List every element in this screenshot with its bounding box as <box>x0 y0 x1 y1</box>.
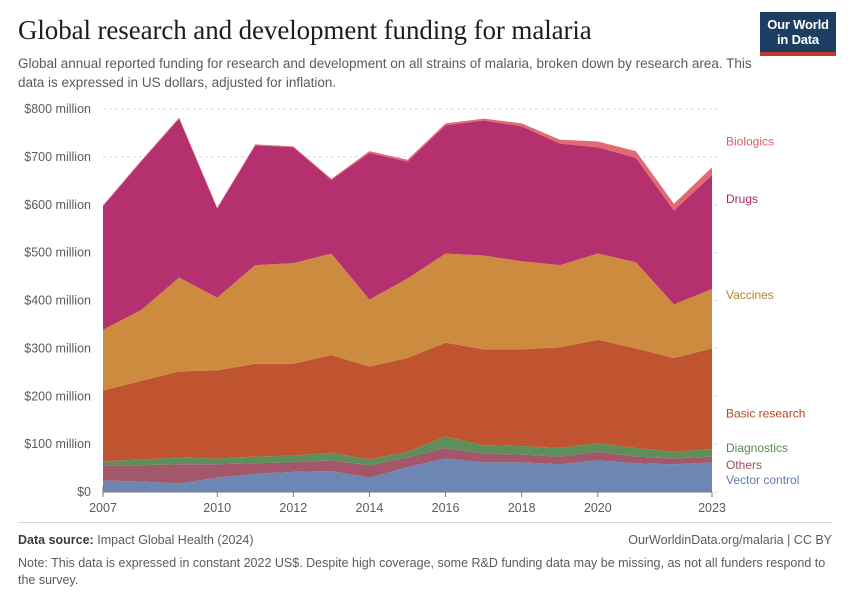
logo-text-box: Our World in Data <box>760 12 836 52</box>
y-axis-tick-labels: $0 $100 million $200 million $300 million $4… <box>24 102 91 499</box>
area-series-vector-control[interactable] <box>103 458 712 492</box>
footer-divider <box>18 522 832 523</box>
data-source: Data source: Impact Global Health (2024) <box>18 532 254 549</box>
x-axis-tick-label: 2016 <box>432 501 460 515</box>
x-axis-tick-label: 2007 <box>89 501 117 515</box>
x-axis-tick-label: 2020 <box>584 501 612 515</box>
stacked-area-chart[interactable]: $0 $100 million $200 million $300 million $4… <box>0 96 850 516</box>
footer-note: Note: This data is expressed in constant… <box>18 555 832 589</box>
data-source-value: Impact Global Health (2024) <box>97 533 254 547</box>
x-axis-tick-labels: 2007 2010 2012 2014 2016 2018 2020 2023 <box>89 501 726 515</box>
y-axis-tick-label: $400 million <box>24 294 91 308</box>
owid-link[interactable]: OurWorldinData.org/malaria | CC BY <box>628 533 832 547</box>
our-world-in-data-logo[interactable]: Our World in Data <box>760 12 836 56</box>
y-axis-tick-label: $700 million <box>24 150 91 164</box>
area-series-vaccines[interactable] <box>103 253 712 391</box>
y-axis-tick-label: $300 million <box>24 341 91 355</box>
area-series-basic-research[interactable] <box>103 339 712 462</box>
x-axis-tick-label: 2010 <box>203 501 231 515</box>
logo-underline <box>760 52 836 56</box>
legend-label-others[interactable]: Others <box>726 458 762 472</box>
footer-source-row: Data source: Impact Global Health (2024)… <box>18 532 832 549</box>
chart-area[interactable]: $0 $100 million $200 million $300 million $4… <box>0 96 850 516</box>
page-title: Global research and development funding … <box>18 15 592 45</box>
area-series-diagnostics[interactable] <box>103 436 712 466</box>
area-series-others[interactable] <box>103 447 712 484</box>
chart-header: Global research and development funding … <box>18 14 832 92</box>
y-axis-tick-label: $200 million <box>24 389 91 403</box>
data-source-label: Data source: <box>18 533 94 547</box>
y-axis-tick-label: $600 million <box>24 198 91 212</box>
note-label: Note: <box>18 556 48 570</box>
x-axis-tick-label: 2014 <box>356 501 384 515</box>
x-axis-tick-label: 2023 <box>698 501 726 515</box>
legend-label-vaccines[interactable]: Vaccines <box>726 288 774 302</box>
legend-label-basic-research[interactable]: Basic research <box>726 407 805 421</box>
y-axis-tick-label: $0 <box>77 485 91 499</box>
logo-line-1: Our World <box>767 17 829 32</box>
chart-footer: Data source: Impact Global Health (2024)… <box>18 522 832 589</box>
x-axis-tick-label: 2018 <box>508 501 536 515</box>
legend-label-diagnostics[interactable]: Diagnostics <box>726 441 788 455</box>
area-series-drugs[interactable] <box>103 118 712 330</box>
note-value: This data is expressed in constant 2022 … <box>18 556 826 587</box>
area-series-group[interactable] <box>103 117 712 492</box>
chart-subtitle: Global annual reported funding for resea… <box>18 56 752 90</box>
area-series-biologics[interactable] <box>103 117 712 211</box>
x-axis <box>102 486 713 497</box>
y-axis-tick-label: $100 million <box>24 437 91 451</box>
y-axis-tick-label: $500 million <box>24 246 91 260</box>
logo-line-2: in Data <box>777 32 819 47</box>
legend-label-vector-control[interactable]: Vector control <box>726 473 799 487</box>
y-axis-tick-label: $800 million <box>24 102 91 116</box>
x-axis-tick-label: 2012 <box>279 501 307 515</box>
series-inline-legend[interactable]: Biologics Drugs Vaccines Basic research Diag… <box>726 135 805 487</box>
legend-label-biologics[interactable]: Biologics <box>726 135 774 149</box>
legend-label-drugs[interactable]: Drugs <box>726 192 758 206</box>
